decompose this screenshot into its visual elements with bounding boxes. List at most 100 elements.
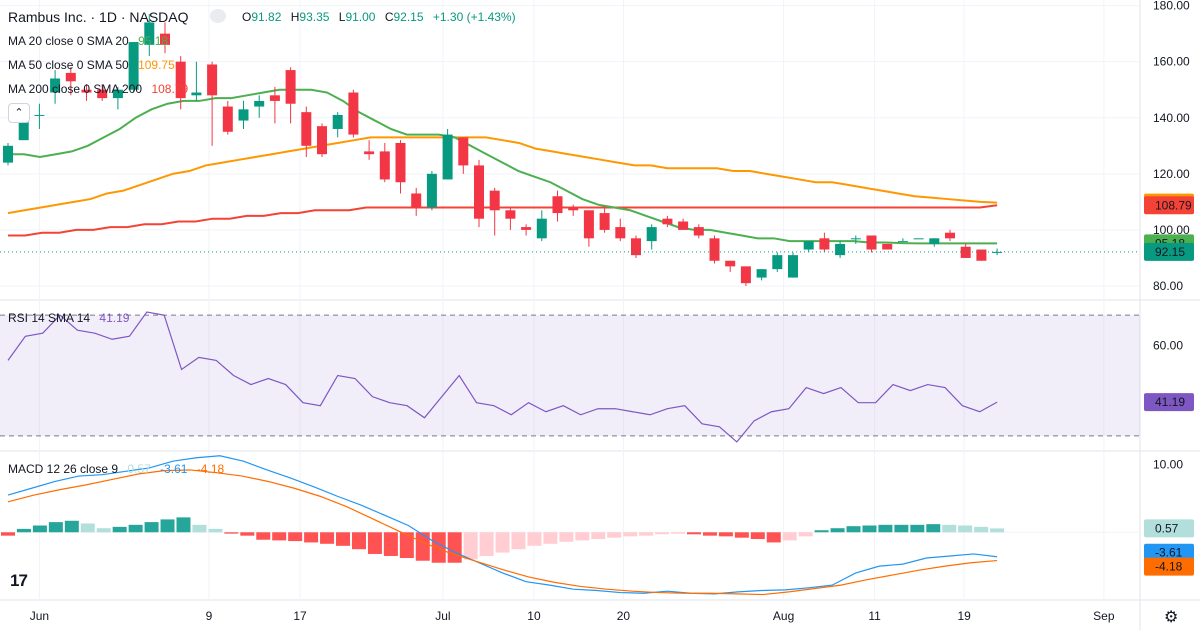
close-label: C: [384, 10, 394, 24]
candle-body: [269, 95, 280, 101]
candle-body: [317, 126, 327, 155]
macd-badge-label: -3.61: [1155, 546, 1183, 560]
candle-body: [897, 241, 908, 243]
macd-signal-line: [7, 469, 998, 596]
macd-histogram-bar: [942, 524, 957, 533]
price-legend: Rambus Inc. · 1D · NASDAQ: [8, 9, 234, 25]
candle-body: [913, 238, 924, 240]
candle-body: [65, 72, 76, 82]
candle-body: [709, 238, 720, 261]
macd-histogram-bar: [607, 532, 622, 538]
macd-histogram-bar: [894, 524, 909, 533]
low-value: 91.00: [345, 10, 376, 24]
macd-histogram-bar: [958, 525, 973, 533]
macd-histogram-bar: [431, 532, 446, 563]
candle-body: [992, 251, 1003, 253]
ma50-value: 109.75: [138, 58, 175, 72]
ma50-label: MA 50 close 0 SMA 50: [8, 58, 129, 72]
candle-body: [960, 246, 971, 258]
candle-body: [18, 120, 29, 141]
macd-badge: [1144, 519, 1194, 538]
ma50-legend[interactable]: MA 50 close 0 SMA 50 109.75: [8, 58, 181, 72]
candle-body: [631, 238, 641, 256]
ma200-legend[interactable]: MA 200 close 0 SMA 200 108.79: [8, 82, 194, 96]
macd-histogram-bar: [878, 524, 893, 533]
macd-histogram-bar: [686, 532, 701, 535]
x-tick-label: 11: [868, 609, 881, 623]
macd-badge-label: 0.57: [1155, 521, 1179, 535]
candle-body: [662, 218, 673, 225]
macd-histogram-bar: [463, 532, 478, 560]
candle-body: [866, 235, 877, 250]
high-label: H: [290, 10, 300, 24]
candle-body: [301, 112, 312, 146]
rsi-value: 41.19: [99, 311, 130, 325]
ma200-label: MA 200 close 0 SMA 200: [8, 82, 143, 96]
macd-badge: [1144, 543, 1194, 562]
candle-body: [426, 173, 437, 208]
macd-histogram-bar: [16, 528, 31, 533]
candle-body: [3, 145, 13, 163]
price-tick-label: 120.00: [1153, 167, 1190, 181]
price-badge-label: 92.15: [1155, 245, 1185, 259]
candle-body: [599, 213, 610, 230]
ma20-legend[interactable]: MA 20 close 0 SMA 20 95.18: [8, 34, 174, 48]
candle-body: [395, 142, 406, 183]
collapse-legend-button[interactable]: ⌃: [8, 103, 30, 123]
ma20-line: [8, 88, 998, 245]
x-tick-label: 19: [957, 609, 971, 623]
x-tick-label: 17: [293, 609, 307, 623]
candle-body: [505, 210, 516, 219]
candle-body: [882, 243, 893, 250]
macd-histogram-bar: [96, 528, 111, 533]
candle-body: [222, 106, 233, 132]
macd-histogram-bar: [48, 522, 63, 533]
candle-body: [442, 134, 453, 180]
candle-body: [207, 64, 218, 96]
candle-body: [945, 232, 955, 239]
macd-legend[interactable]: MACD 12 26 close 9 0.57 -3.61 -4.18: [8, 462, 230, 476]
candle-body: [474, 165, 484, 219]
candle-body: [364, 151, 375, 155]
macd-histogram-bar: [750, 532, 765, 540]
candle-body: [536, 218, 547, 239]
macd-histogram-bar: [64, 520, 79, 533]
macd-histogram-bar: [543, 532, 558, 544]
macd-histogram-bar: [495, 532, 510, 553]
macd-histogram-bar: [575, 532, 590, 541]
open-value: 91.82: [251, 10, 282, 24]
candle-body: [285, 70, 296, 104]
rsi-line: [7, 311, 998, 443]
macd-histogram-bar: [192, 524, 207, 533]
macd-histogram-bar: [591, 532, 606, 540]
macd-histogram-bar: [830, 528, 845, 533]
candle-body: [160, 33, 170, 45]
macd-histogram-bar: [240, 532, 255, 536]
candle-body: [788, 255, 798, 278]
macd-histogram-bar: [224, 532, 239, 534]
candle-body: [348, 92, 359, 135]
change-value: +1.30 (+1.43%): [432, 10, 516, 24]
visibility-eye-icon[interactable]: [210, 9, 226, 23]
rsi-legend[interactable]: RSI 14 SMA 14 41.19: [8, 311, 135, 325]
open-label: O: [242, 10, 252, 24]
rsi-badge-label: 41.19: [1155, 395, 1185, 409]
candle-body: [489, 190, 500, 211]
macd-histogram-bar: [256, 532, 271, 540]
macd-histogram-bar: [766, 532, 781, 543]
macd-histogram-bar: [32, 525, 47, 533]
candle-body: [976, 249, 987, 261]
tradingview-logo-icon[interactable]: 17: [10, 571, 28, 590]
macd-hist-value: 0.57: [127, 462, 151, 476]
candle-body: [458, 137, 469, 166]
x-tick-label: Jul: [435, 609, 450, 623]
symbol-title[interactable]: Rambus Inc. · 1D · NASDAQ: [8, 9, 189, 25]
macd-histogram-bar: [479, 532, 494, 556]
macd-histogram-bar: [623, 532, 638, 537]
settings-gear-icon[interactable]: ⚙: [1164, 609, 1179, 626]
macd-histogram-bar: [926, 524, 941, 533]
candle-body: [254, 100, 265, 107]
candle-body: [411, 193, 422, 208]
candle-body: [238, 109, 249, 121]
